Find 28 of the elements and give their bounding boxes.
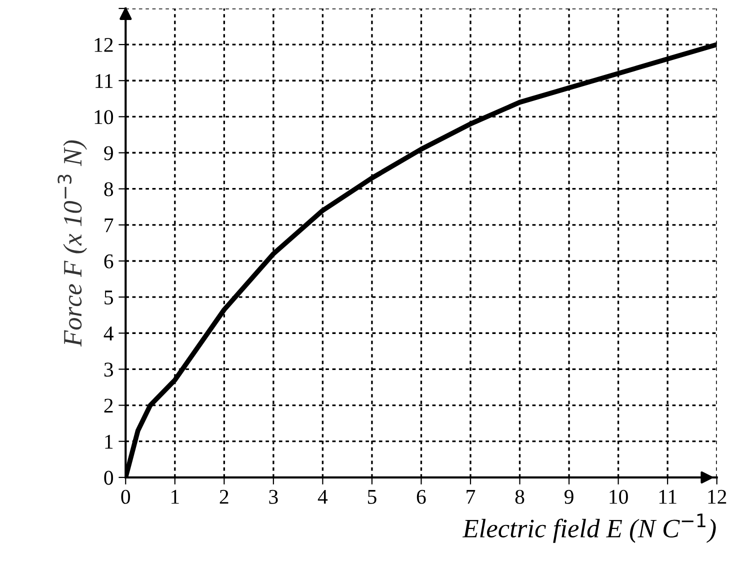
y-tick-label: 4 bbox=[104, 326, 114, 340]
y-tick-label: 3 bbox=[104, 362, 114, 377]
x-tick-label: 10 bbox=[610, 490, 628, 504]
y-tick-label: 11 bbox=[96, 74, 113, 88]
x-tick-label: 4 bbox=[318, 490, 328, 504]
y-tick-label: 0 bbox=[104, 470, 114, 485]
x-tick-label: 12 bbox=[708, 490, 726, 504]
x-tick-label: 1 bbox=[172, 490, 179, 504]
y-tick-label: 1 bbox=[105, 434, 113, 449]
y-tick-label: 10 bbox=[94, 110, 114, 124]
x-tick-label: 9 bbox=[564, 490, 574, 504]
x-tick-label: 3 bbox=[269, 490, 278, 504]
x-tick-label: 5 bbox=[368, 490, 376, 504]
x-tick-label: 6 bbox=[416, 490, 426, 504]
y-axis-title: Force F (x 10$^{−3}$ N) bbox=[58, 140, 88, 347]
y-tick-label: 12 bbox=[94, 38, 113, 52]
x-tick-label: 8 bbox=[515, 490, 524, 504]
y-tick-label: 8 bbox=[104, 182, 114, 196]
y-tick-label: 6 bbox=[104, 254, 114, 268]
x-tick-label: 11 bbox=[659, 490, 676, 504]
x-axis-title: Electric field E (N C$^{−1}$) bbox=[462, 514, 716, 543]
y-tick-label: 9 bbox=[104, 146, 113, 160]
y-tick-label: 7 bbox=[104, 218, 114, 232]
y-tick-label: 2 bbox=[104, 398, 113, 413]
x-tick-label: 0 bbox=[121, 490, 130, 504]
y-tick-label: 5 bbox=[104, 290, 114, 304]
x-tick-label: 2 bbox=[220, 490, 228, 504]
x-tick-label: 7 bbox=[466, 490, 476, 504]
